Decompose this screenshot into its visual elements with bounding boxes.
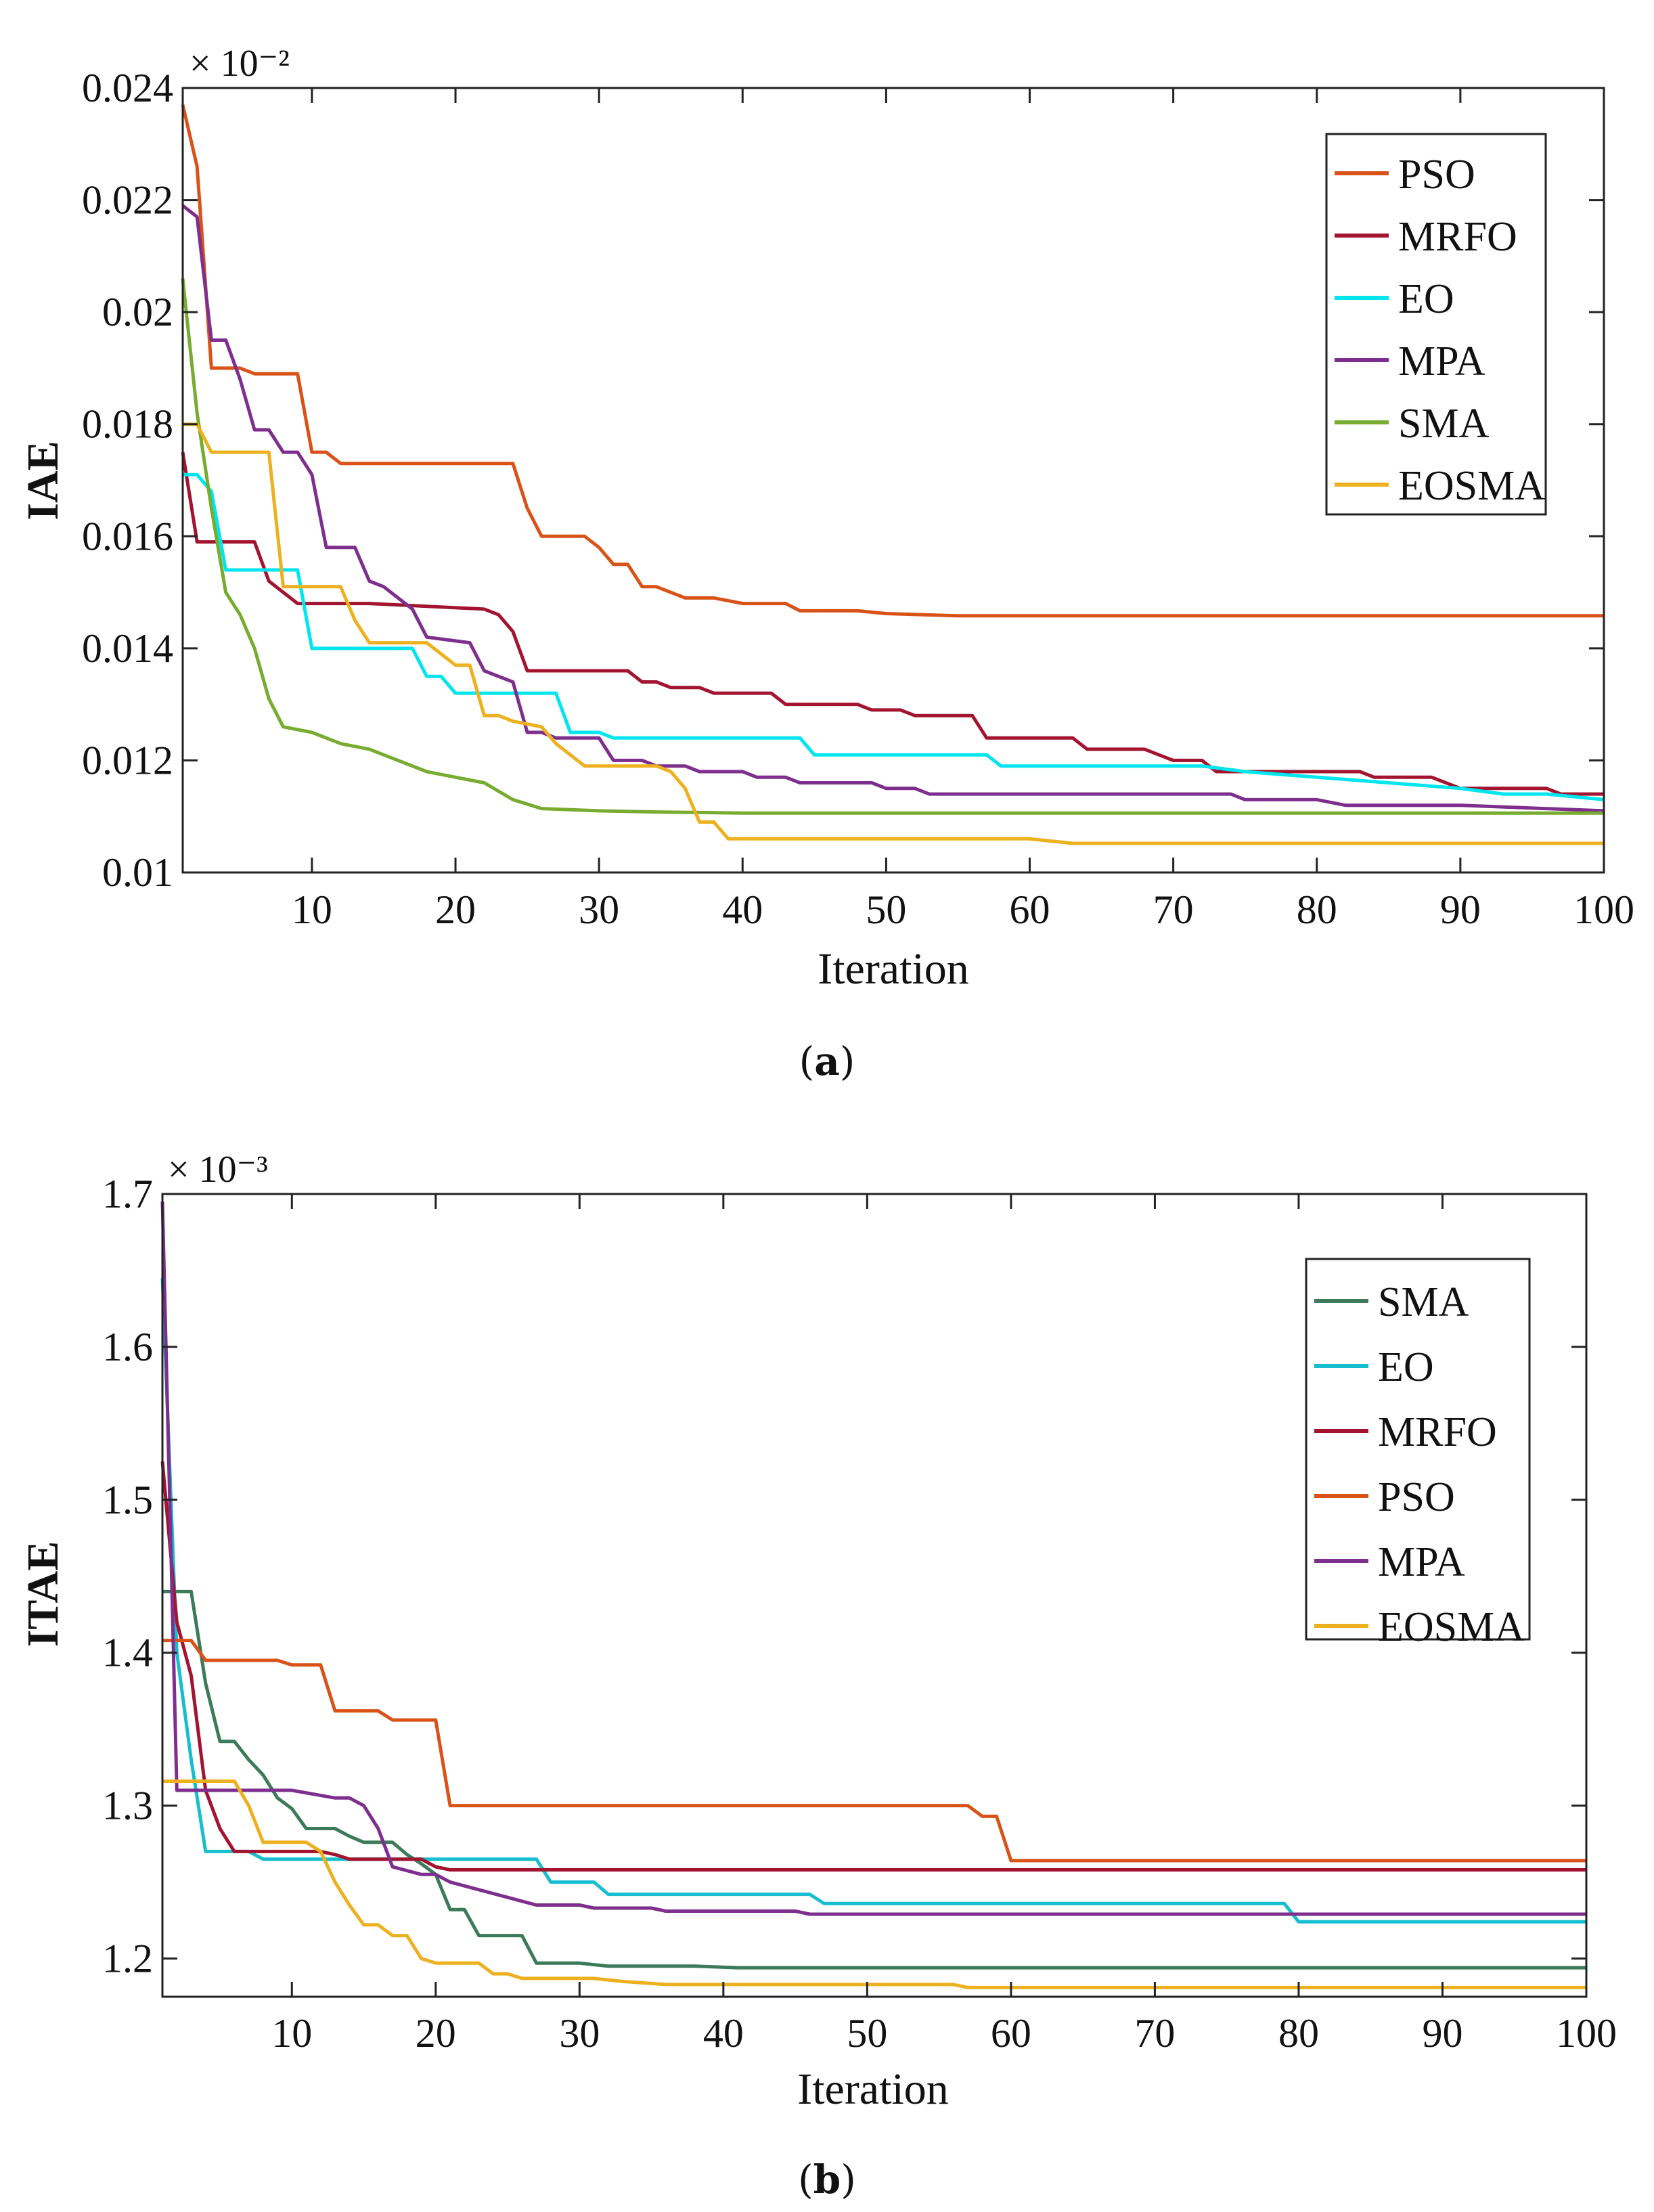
y-tick-label: 1.5 xyxy=(102,1478,153,1522)
y-tick-label: 0.022 xyxy=(82,178,173,223)
x-tick-label: 10 xyxy=(292,887,332,932)
legend-label-eo: EO xyxy=(1378,1344,1434,1390)
legend-label-mrfo: MRFO xyxy=(1398,214,1517,260)
legend-label-mrfo: MRFO xyxy=(1378,1409,1497,1455)
caption-a-letter: a xyxy=(814,1038,840,1084)
panel-a: 0.01 0.012 0.014 0.016 0.018 0.02 0.022 0.024 10… xyxy=(18,43,1634,1084)
legend-label-eo: EO xyxy=(1398,276,1454,322)
x-axis-label-b: Iteration xyxy=(797,2064,949,2114)
series-line-eo xyxy=(183,472,1605,801)
y-tick-label: 1.3 xyxy=(102,1784,153,1828)
axes-box-b xyxy=(161,1193,1588,1998)
caption-a: (a) xyxy=(799,1038,855,1084)
y-tick-label: 0.014 xyxy=(82,626,173,671)
y-tick-label: 1.2 xyxy=(102,1937,153,1981)
x-tick-label: 50 xyxy=(866,887,906,932)
legend-label-pso: PSO xyxy=(1398,152,1475,198)
x-axis-label-a: Iteration xyxy=(818,944,969,994)
x-tick-label: 50 xyxy=(847,2011,887,2056)
series-line-eosma xyxy=(162,1779,1586,1989)
x-tick-label: 80 xyxy=(1278,2011,1319,2056)
x-tick-label: 60 xyxy=(1010,887,1050,932)
y-tick-label: 0.016 xyxy=(82,514,173,558)
x-tick-label: 30 xyxy=(579,887,619,932)
y-tick-label: 1.4 xyxy=(102,1631,153,1675)
axes-box-a xyxy=(181,87,1605,874)
caption-b: (b) xyxy=(798,2156,856,2203)
x-tick-label: 90 xyxy=(1440,887,1481,932)
series-line-eosma xyxy=(183,422,1604,845)
series-line-pso xyxy=(181,104,1604,618)
x-tick-label: 70 xyxy=(1153,887,1194,932)
y-tick-label: 0.012 xyxy=(82,738,173,782)
x-tick-label: 70 xyxy=(1134,2011,1175,2056)
x-tick-label: 20 xyxy=(416,2011,456,2056)
y-axis-label-a: IAE xyxy=(18,441,68,520)
exponent-label-b: × 10⁻³ xyxy=(168,1149,268,1191)
series-line-pso xyxy=(162,1639,1586,1863)
x-tick-label: 30 xyxy=(559,2011,600,2056)
exponent-label-a: × 10⁻² xyxy=(189,43,290,85)
x-tick-label: 100 xyxy=(1573,887,1634,932)
legend-label-sma: SMA xyxy=(1378,1279,1469,1325)
y-tick-label: 1.7 xyxy=(102,1172,153,1216)
x-tick-label: 60 xyxy=(991,2011,1031,2056)
legend-label-mpa: MPA xyxy=(1378,1539,1465,1585)
legend-box-b xyxy=(1305,1258,1531,1641)
legend-label-mpa: MPA xyxy=(1398,338,1485,384)
legend-label-sma: SMA xyxy=(1398,401,1490,447)
panel-b: 1.21.31.41.51.61.710 20 30 40 50 60 70 80 90 100 … xyxy=(18,1149,1617,2203)
legend-b: SMA EO MRFO PSO MPA EOSMA xyxy=(1305,1258,1531,1650)
legend-box-a xyxy=(1325,133,1547,516)
legend-label-pso: PSO xyxy=(1378,1474,1455,1520)
series-layer-a xyxy=(181,104,1605,845)
tick-layer-a: 0.01 0.012 0.014 0.016 0.018 0.02 0.022 0.024 10… xyxy=(82,66,1634,932)
series-line-sma xyxy=(162,1589,1586,1970)
series-line-mpa xyxy=(160,1201,1586,1916)
x-tick-label: 80 xyxy=(1297,887,1337,932)
legend-label-eosma: EOSMA xyxy=(1378,1604,1525,1650)
y-tick-label: 0.02 xyxy=(102,290,173,334)
x-tick-label: 90 xyxy=(1422,2011,1462,2056)
x-tick-label: 20 xyxy=(435,887,476,932)
x-tick-label: 40 xyxy=(703,2011,744,2056)
series-line-sma xyxy=(181,278,1604,815)
y-tick-label: 0.024 xyxy=(82,66,173,110)
x-tick-label: 40 xyxy=(722,887,763,932)
caption-b-letter: b xyxy=(813,2156,841,2203)
legend-label-eosma: EOSMA xyxy=(1398,463,1545,509)
x-tick-label: 10 xyxy=(271,2011,312,2056)
y-tick-label: 0.018 xyxy=(82,402,173,447)
y-tick-label: 0.01 xyxy=(102,850,173,895)
legend-a: PSO MRFO EO MPA SMA EOSMA xyxy=(1325,133,1547,516)
tick-layer-b: 1.2 1.3 1.4 1.5 1.6 1.7 10 20 30 40 50 60 70 80 90 100 xyxy=(102,1172,1617,2056)
y-axis-label-b: ITAE xyxy=(18,1541,68,1647)
y-tick-label: 1.6 xyxy=(102,1325,153,1369)
series-layer-b xyxy=(160,1201,1586,1989)
x-tick-label: 100 xyxy=(1556,2011,1617,2056)
